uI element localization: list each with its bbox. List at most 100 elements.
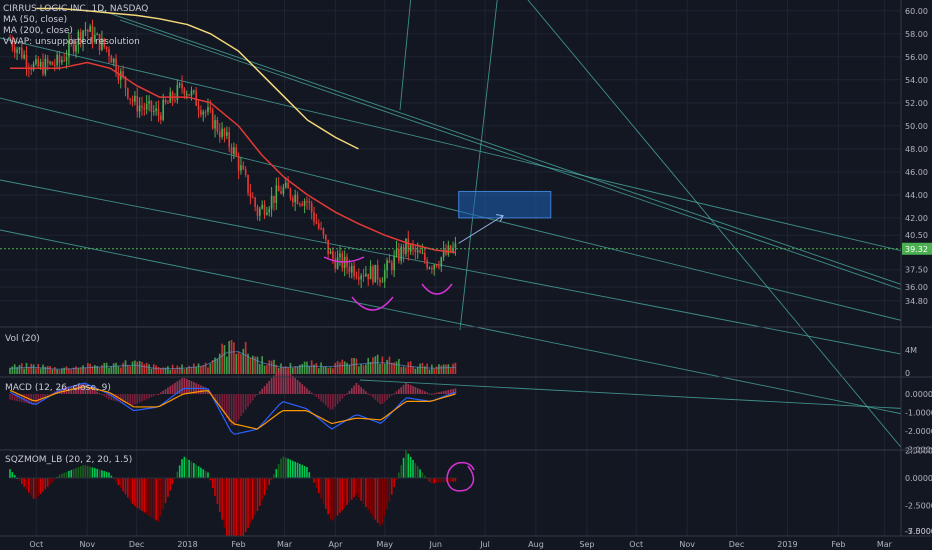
candle-body-116 <box>282 187 285 194</box>
volume-bar-56 <box>141 362 143 374</box>
candle-body-126 <box>306 201 308 203</box>
sqz-bar-163 <box>393 478 395 488</box>
macd-hist-148 <box>357 385 360 394</box>
candle-body-64 <box>160 115 162 120</box>
volume-bar-120 <box>291 367 294 374</box>
macd-hist-18 <box>51 393 54 395</box>
sqz-bar-144 <box>348 478 351 503</box>
candle-body-124 <box>301 203 304 206</box>
volume-bar-9 <box>30 363 33 374</box>
macd-tick-1: -1.0000 <box>905 409 932 418</box>
candle-body-72 <box>178 83 181 85</box>
sqz-bar-131 <box>317 478 320 494</box>
moving-averages <box>10 7 456 254</box>
candle-body-3 <box>16 49 18 53</box>
volume-bar-41 <box>105 362 108 374</box>
volume-bar-172 <box>414 368 417 374</box>
sqz-bar-18 <box>51 478 54 482</box>
volume-bar-30 <box>79 367 82 374</box>
macd-hist-10 <box>32 394 35 405</box>
candle-body-74 <box>183 88 186 95</box>
time-tick-17: Mar <box>877 540 893 549</box>
candle-body-171 <box>412 245 414 248</box>
macd-hist-2 <box>13 394 16 401</box>
candle-body-57 <box>143 107 146 110</box>
candle-body-179 <box>431 267 433 270</box>
candle-body-45 <box>115 58 117 74</box>
sqz-bar-99 <box>242 478 245 537</box>
macd-hist-68 <box>169 386 172 394</box>
sqz-bar-185 <box>445 478 447 483</box>
macd-hist-64 <box>160 392 162 394</box>
macd-hist-133 <box>322 394 325 404</box>
price-tick-10: 40.50 <box>905 231 928 240</box>
sqz-bar-21 <box>58 474 61 478</box>
time-tick-6: Apr <box>329 540 344 549</box>
macd-hist-114 <box>277 370 280 394</box>
candle-body-173 <box>416 250 419 253</box>
macd-hist-97 <box>237 394 240 420</box>
macd-hist-182 <box>438 392 440 394</box>
macd-hist-6 <box>23 394 25 403</box>
candle-body-174 <box>419 250 421 254</box>
sqz-bar-173 <box>416 466 419 478</box>
price-tick-0: 60.00 <box>905 7 928 16</box>
volume-bar-110 <box>268 360 271 374</box>
macd-hist-9 <box>30 394 33 405</box>
volume-bars <box>9 340 457 374</box>
macd-hist-1 <box>11 394 14 401</box>
macd-legend[interactable]: MACD (12, 26, close, 9) <box>5 383 111 393</box>
squeeze-legend[interactable]: SQZMOM_LB (20, 2, 20, 1.5) <box>5 455 133 465</box>
volume-bar-84 <box>207 367 209 374</box>
volume-bar-21 <box>58 370 61 374</box>
volume-bar-73 <box>181 364 183 374</box>
sqz-bar-32 <box>84 465 87 478</box>
macd-hist-165 <box>398 389 400 394</box>
sqz-bar-84 <box>207 472 209 478</box>
ma200-label[interactable]: MA (200, close) <box>3 26 73 36</box>
macd-hist-72 <box>178 379 181 394</box>
volume-bar-122 <box>296 366 299 374</box>
volume-bar-46 <box>117 366 120 374</box>
sqz-bar-100 <box>244 478 247 532</box>
candle-body-91 <box>223 128 226 136</box>
vwap-label[interactable]: VWAP: unsupported resolution <box>3 37 140 47</box>
macd-hist-144 <box>348 390 351 394</box>
sqz-bar-90 <box>221 478 223 520</box>
sqz-bar-25 <box>68 470 70 478</box>
candle-body-0 <box>9 39 11 41</box>
volume-bar-44 <box>112 363 115 374</box>
ma50-label[interactable]: MA (50, close) <box>3 15 68 25</box>
macd-hist-71 <box>176 381 179 394</box>
candle-body-73 <box>181 83 183 89</box>
volume-bar-68 <box>169 369 172 374</box>
sqz-bar-138 <box>334 478 337 519</box>
candle-body-161 <box>388 260 391 263</box>
sqz-bar-187 <box>449 478 452 482</box>
symbol-title[interactable]: CIRRUS LOGIC INC, 1D, NASDAQ <box>3 4 149 14</box>
volume-bar-33 <box>86 362 89 374</box>
volume-bar-104 <box>254 356 256 374</box>
candle-body-109 <box>266 212 268 215</box>
sqz-bar-38 <box>98 469 101 478</box>
macd-hist-175 <box>421 390 424 394</box>
time-tick-14: Dec <box>729 540 744 549</box>
volume-bar-160 <box>386 359 388 374</box>
macd-hist-160 <box>386 394 388 400</box>
macd-hist-163 <box>393 393 395 395</box>
volume-bar-0 <box>9 367 11 374</box>
macd-hist-55 <box>138 394 141 403</box>
sqz-bar-0 <box>9 469 11 478</box>
candle-body-123 <box>299 203 301 205</box>
candle-body-128 <box>310 202 313 213</box>
volume-bar-135 <box>327 367 329 374</box>
volume-legend[interactable]: Vol (20) <box>5 334 40 344</box>
macd-hist-70 <box>174 382 176 394</box>
macd-hist-134 <box>324 394 327 406</box>
macd-hist-116 <box>282 367 285 394</box>
sqz-bar-143 <box>346 478 348 505</box>
sqz-bar-93 <box>228 478 231 544</box>
sqz-bar-154 <box>372 478 374 517</box>
candle-body-182 <box>438 266 440 268</box>
